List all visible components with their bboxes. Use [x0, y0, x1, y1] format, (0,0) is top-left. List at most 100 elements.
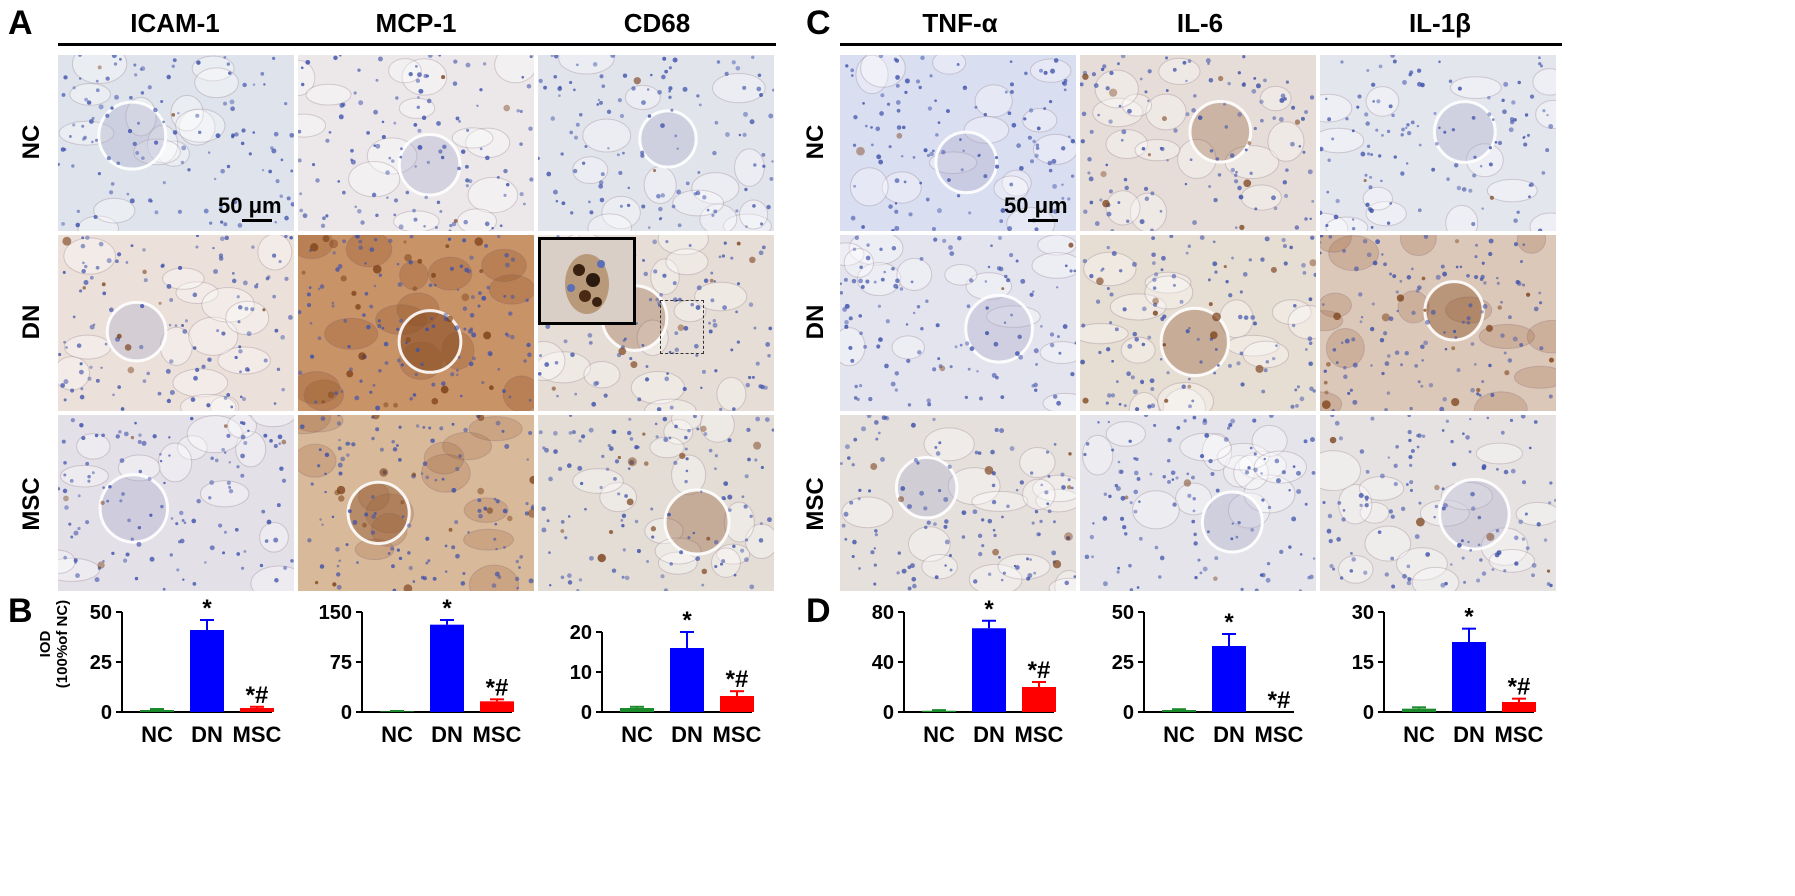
x-tick-label-dn: DN: [191, 722, 223, 747]
micrograph-icam1-nc: [58, 55, 294, 231]
x-tick-label-dn: DN: [431, 722, 463, 747]
scale-bar-label-c: 50 μm: [1004, 193, 1068, 218]
micrograph-il6-msc: [1080, 415, 1316, 591]
bar-dn: [1452, 642, 1486, 712]
x-tick-label-nc: NC: [621, 722, 653, 747]
y-tick-label: 0: [581, 702, 592, 724]
x-tick-label-nc: NC: [381, 722, 413, 747]
bar-dn: [190, 630, 224, 712]
bar-dn: [1212, 646, 1246, 712]
significance-label-dn: *: [202, 595, 212, 622]
x-tick-label-nc: NC: [141, 722, 173, 747]
micrograph-il1b-msc: [1320, 415, 1556, 591]
bar-msc: [240, 708, 274, 712]
bar-msc: [720, 696, 754, 712]
significance-label-dn: *: [1224, 609, 1234, 636]
y-tick-label: 15: [1352, 652, 1374, 674]
y-tick-label: 20: [570, 622, 592, 644]
panel-letter-c: C: [806, 4, 831, 42]
x-tick-label-nc: NC: [1403, 722, 1435, 747]
row-label-msc-c: MSC: [802, 477, 829, 531]
significance-label-msc: *#: [1028, 657, 1051, 684]
bar-dn: [670, 648, 704, 712]
micrograph-mcp1-nc: [298, 55, 534, 231]
x-tick-label-msc: MSC: [713, 722, 762, 747]
micrograph-cd68-nc: [538, 55, 774, 231]
x-tick-label-dn: DN: [1453, 722, 1485, 747]
x-tick-label-dn: DN: [973, 722, 1005, 747]
panel-letter-d: D: [806, 592, 831, 630]
bar-msc: [480, 701, 514, 712]
row-label-dn-c: DN: [802, 304, 829, 340]
micrograph-tnfa-msc: [840, 415, 1076, 591]
y-tick-label: 25: [1112, 652, 1134, 674]
micrograph-icam1-msc: [58, 415, 294, 591]
column-title-cd68: CD68: [623, 8, 691, 38]
micrograph-mcp1-msc: [298, 415, 534, 591]
chart-cd68: 0 10 20 NC * DN *# MSC: [540, 600, 770, 890]
bar-nc: [922, 710, 956, 712]
significance-label-dn: *: [1464, 604, 1474, 631]
panel-letter-a: A: [8, 4, 33, 42]
bar-nc: [140, 710, 174, 712]
micrograph-il6-nc: [1080, 55, 1316, 231]
micrograph-tnfa-dn: [840, 235, 1076, 411]
significance-label-msc: *#: [1508, 674, 1531, 701]
x-tick-label-msc: MSC: [1015, 722, 1064, 747]
y-tick-label: 25: [90, 652, 112, 674]
row-label-msc-a: MSC: [18, 477, 45, 531]
micrograph-il1b-dn: [1320, 235, 1556, 411]
micrograph-mcp1-dn: [298, 235, 534, 411]
y-tick-label: 0: [101, 702, 112, 724]
significance-label-msc: *#: [246, 682, 269, 709]
y-tick-label: 0: [883, 702, 894, 724]
chart-mcp1: 0 75 150 NC * DN *# MSC: [300, 595, 530, 890]
column-title-icam1: ICAM-1: [130, 8, 220, 38]
row-label-nc-a: NC: [18, 124, 45, 160]
chart-il1b: 0 15 30 NC * DN *# MSC: [1322, 600, 1552, 890]
y-tick-label: 0: [1363, 702, 1374, 724]
significance-label-msc: *#: [486, 674, 509, 701]
x-tick-label-msc: MSC: [233, 722, 282, 747]
y-axis-label-line1: IOD: [37, 630, 54, 658]
y-tick-label: 50: [1112, 602, 1134, 624]
significance-label-msc: *#: [726, 666, 749, 693]
y-tick-label: 150: [319, 602, 352, 624]
scale-bar-a: [242, 219, 272, 222]
bar-dn: [430, 624, 464, 712]
micrograph-il1b-nc: [1320, 55, 1556, 231]
row-label-nc-c: NC: [802, 124, 829, 160]
bar-nc: [620, 708, 654, 712]
bar-msc: [1502, 702, 1536, 712]
y-tick-label: 30: [1352, 602, 1374, 624]
header-rule-c: [840, 43, 1562, 46]
x-tick-label-msc: MSC: [1255, 722, 1304, 747]
x-tick-label-msc: MSC: [473, 722, 522, 747]
panel-letter-b: B: [8, 592, 33, 630]
significance-label-dn: *: [984, 596, 994, 623]
bar-msc: [1022, 687, 1056, 712]
bar-nc: [1402, 708, 1436, 712]
y-tick-label: 10: [570, 662, 592, 684]
cd68-inset-zoom: [538, 237, 636, 325]
scale-bar-label-a: 50 μm: [218, 193, 282, 218]
significance-label-dn: *: [442, 595, 452, 622]
x-tick-label-nc: NC: [923, 722, 955, 747]
chart-il6: 0 25 50 NC * DN *# MSC: [1082, 600, 1312, 890]
scale-bar-c: [1028, 219, 1058, 222]
y-tick-label: 0: [341, 702, 352, 724]
bar-nc: [1162, 710, 1196, 712]
x-tick-label-msc: MSC: [1495, 722, 1544, 747]
y-tick-label: 40: [872, 652, 894, 674]
bar-dn: [972, 628, 1006, 712]
row-label-dn-a: DN: [18, 304, 45, 340]
significance-label-dn: *: [682, 607, 692, 634]
chart-icam1: 0 25 50 NC * DN *# MSC: [60, 595, 290, 890]
micrograph-icam1-dn: [58, 235, 294, 411]
micrograph-tnfa-nc: [840, 55, 1076, 231]
y-tick-label: 0: [1123, 702, 1134, 724]
micrograph-cd68-msc: [538, 415, 774, 591]
y-tick-label: 75: [330, 652, 352, 674]
header-rule-a: [58, 43, 776, 46]
y-tick-label: 50: [90, 602, 112, 624]
